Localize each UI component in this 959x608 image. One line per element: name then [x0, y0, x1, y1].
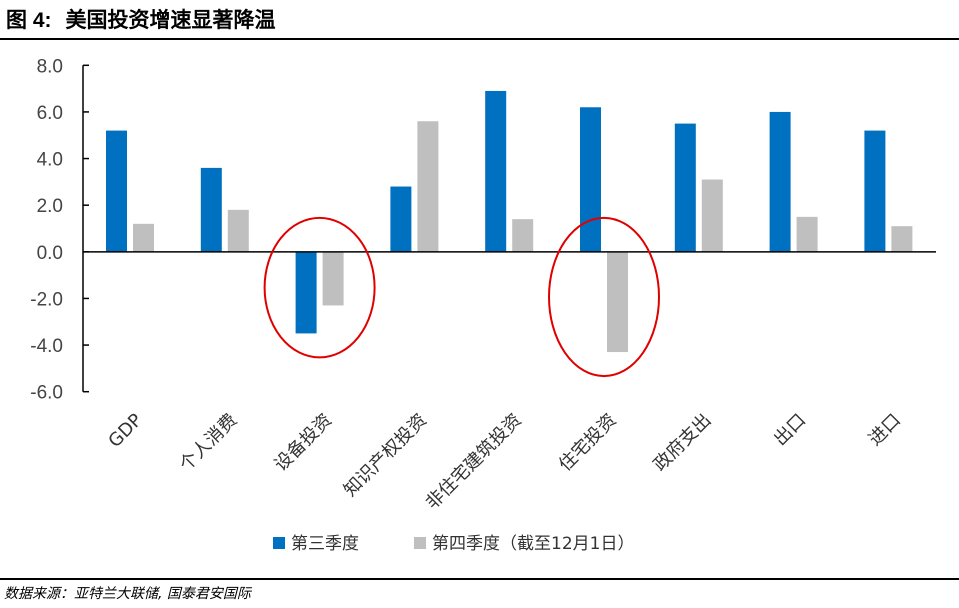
- bar-q3: [485, 90, 507, 252]
- bar-q4: [796, 216, 818, 252]
- y-tick-label: 4.0: [37, 150, 63, 171]
- y-tick-label: 2.0: [37, 196, 63, 217]
- figure-title: 图 4: 美国投资增速显著降温: [6, 4, 276, 34]
- highlight-circle: [548, 216, 660, 378]
- bar-q4: [133, 223, 154, 252]
- x-category-label: 政府支出: [650, 410, 716, 476]
- y-tick-label: 8.0: [37, 56, 63, 77]
- source-note: 数据来源：亚特兰大联储, 国泰君安国际: [4, 586, 251, 602]
- y-tick-label: -2.0: [30, 289, 63, 310]
- x-category-label: GDP: [104, 410, 146, 452]
- legend-label: 第三季度: [291, 534, 359, 554]
- legend-swatch: [414, 537, 426, 549]
- bar-q3: [390, 186, 412, 252]
- y-tick-label: -4.0: [30, 336, 63, 357]
- x-category-label: 非住宅建筑投资: [422, 410, 526, 514]
- legend-swatch: [273, 537, 285, 549]
- bar-q3: [864, 130, 886, 252]
- y-tick-label: 0.0: [37, 243, 63, 264]
- bar-q4: [701, 179, 723, 252]
- highlight-circle: [263, 216, 376, 359]
- bar-q4: [607, 251, 628, 353]
- x-category-label: 出口: [770, 410, 810, 450]
- x-category-label: 进口: [865, 410, 905, 450]
- bar-q3: [769, 111, 791, 252]
- figure-title-text: 美国投资增速显著降温: [65, 8, 276, 32]
- x-category-label: 住宅投资: [555, 410, 621, 476]
- bar-q3: [106, 130, 127, 252]
- bar-q4: [322, 251, 344, 306]
- bar-chart: 8.0 6.0 4.0 2.0 0.0 -2.0 -4.0 -6.0 GDP 个人消费 设备投资 知识…: [30, 56, 936, 554]
- x-category-label: 设备投资: [270, 410, 336, 476]
- title-divider: [0, 38, 959, 40]
- figure-number: 图 4:: [6, 9, 52, 32]
- y-tick-label: -6.0: [30, 383, 63, 404]
- x-category-label: 知识产权投资: [340, 410, 431, 501]
- bar-q4: [227, 209, 249, 252]
- bar-q4: [512, 219, 534, 252]
- bar-q3: [674, 123, 696, 252]
- bar-q3: [200, 167, 222, 252]
- legend-label: 第四季度（截至12月1日）: [432, 534, 634, 554]
- footer-divider: [0, 578, 959, 580]
- y-tick-label: 6.0: [37, 103, 63, 124]
- bar-q4: [891, 226, 913, 252]
- x-category-label: 个人消费: [176, 410, 242, 476]
- bar-q4: [417, 121, 439, 252]
- bar-q3: [295, 251, 317, 334]
- bar-q3: [580, 107, 601, 252]
